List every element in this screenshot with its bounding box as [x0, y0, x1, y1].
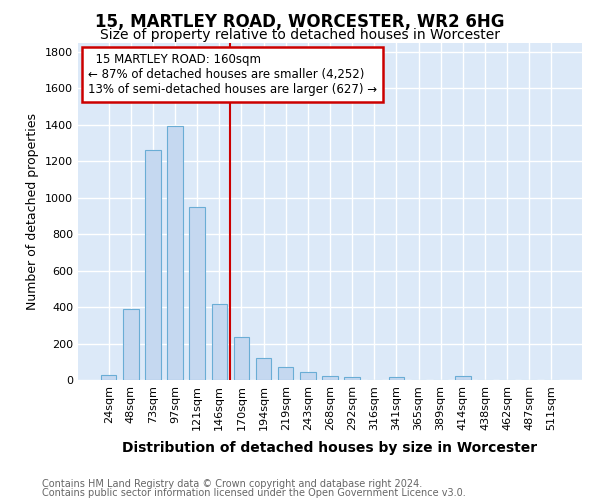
- Bar: [278, 367, 293, 380]
- Y-axis label: Number of detached properties: Number of detached properties: [26, 113, 40, 310]
- Bar: [190, 206, 205, 380]
- Bar: [234, 337, 249, 380]
- X-axis label: Distribution of detached houses by size in Worcester: Distribution of detached houses by size …: [122, 441, 538, 455]
- Bar: [389, 378, 404, 380]
- Bar: [123, 309, 139, 380]
- Bar: [344, 378, 360, 380]
- Bar: [300, 372, 316, 380]
- Text: 15, MARTLEY ROAD, WORCESTER, WR2 6HG: 15, MARTLEY ROAD, WORCESTER, WR2 6HG: [95, 12, 505, 30]
- Text: 15 MARTLEY ROAD: 160sqm
← 87% of detached houses are smaller (4,252)
13% of semi: 15 MARTLEY ROAD: 160sqm ← 87% of detache…: [88, 52, 377, 96]
- Bar: [455, 376, 470, 380]
- Text: Contains HM Land Registry data © Crown copyright and database right 2024.: Contains HM Land Registry data © Crown c…: [42, 479, 422, 489]
- Text: Contains public sector information licensed under the Open Government Licence v3: Contains public sector information licen…: [42, 488, 466, 498]
- Bar: [256, 358, 271, 380]
- Bar: [167, 126, 183, 380]
- Text: Size of property relative to detached houses in Worcester: Size of property relative to detached ho…: [100, 28, 500, 42]
- Bar: [212, 304, 227, 380]
- Bar: [101, 374, 116, 380]
- Bar: [322, 376, 338, 380]
- Bar: [145, 150, 161, 380]
